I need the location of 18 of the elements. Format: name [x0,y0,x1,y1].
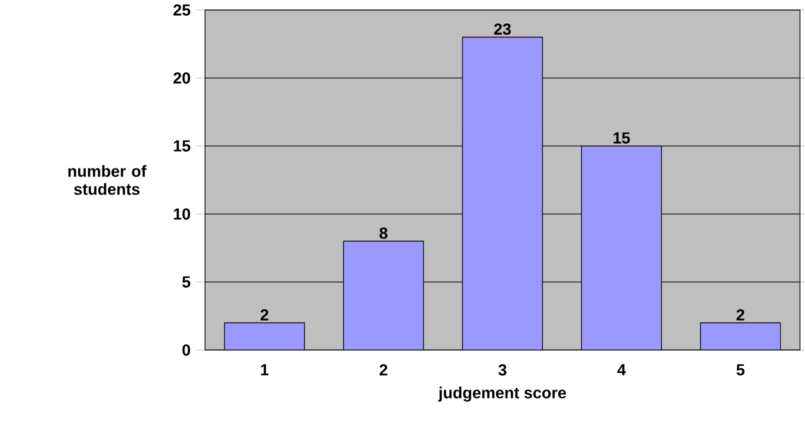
data-label: 2 [736,309,744,320]
y-tick-label: 25 [174,4,190,16]
data-label: 8 [380,227,388,239]
y-tick-label: 15 [174,140,190,152]
data-label: 23 [494,23,511,35]
y-axis-title: number of students [68,165,146,195]
x-axis-title: judgement score [438,386,566,402]
x-tick-label: 5 [736,364,744,376]
y-tick-label: 5 [182,276,190,288]
x-tick-label: 4 [617,364,626,376]
y-tick-label: 10 [174,208,190,220]
y-tick-label: 0 [182,344,190,356]
data-label: 15 [614,132,630,144]
x-tick-label: 2 [380,364,388,376]
y-tick-label: 20 [174,72,190,84]
x-tick-label: 1 [261,364,268,376]
data-label: 2 [260,309,268,320]
x-tick-label: 3 [498,364,506,376]
